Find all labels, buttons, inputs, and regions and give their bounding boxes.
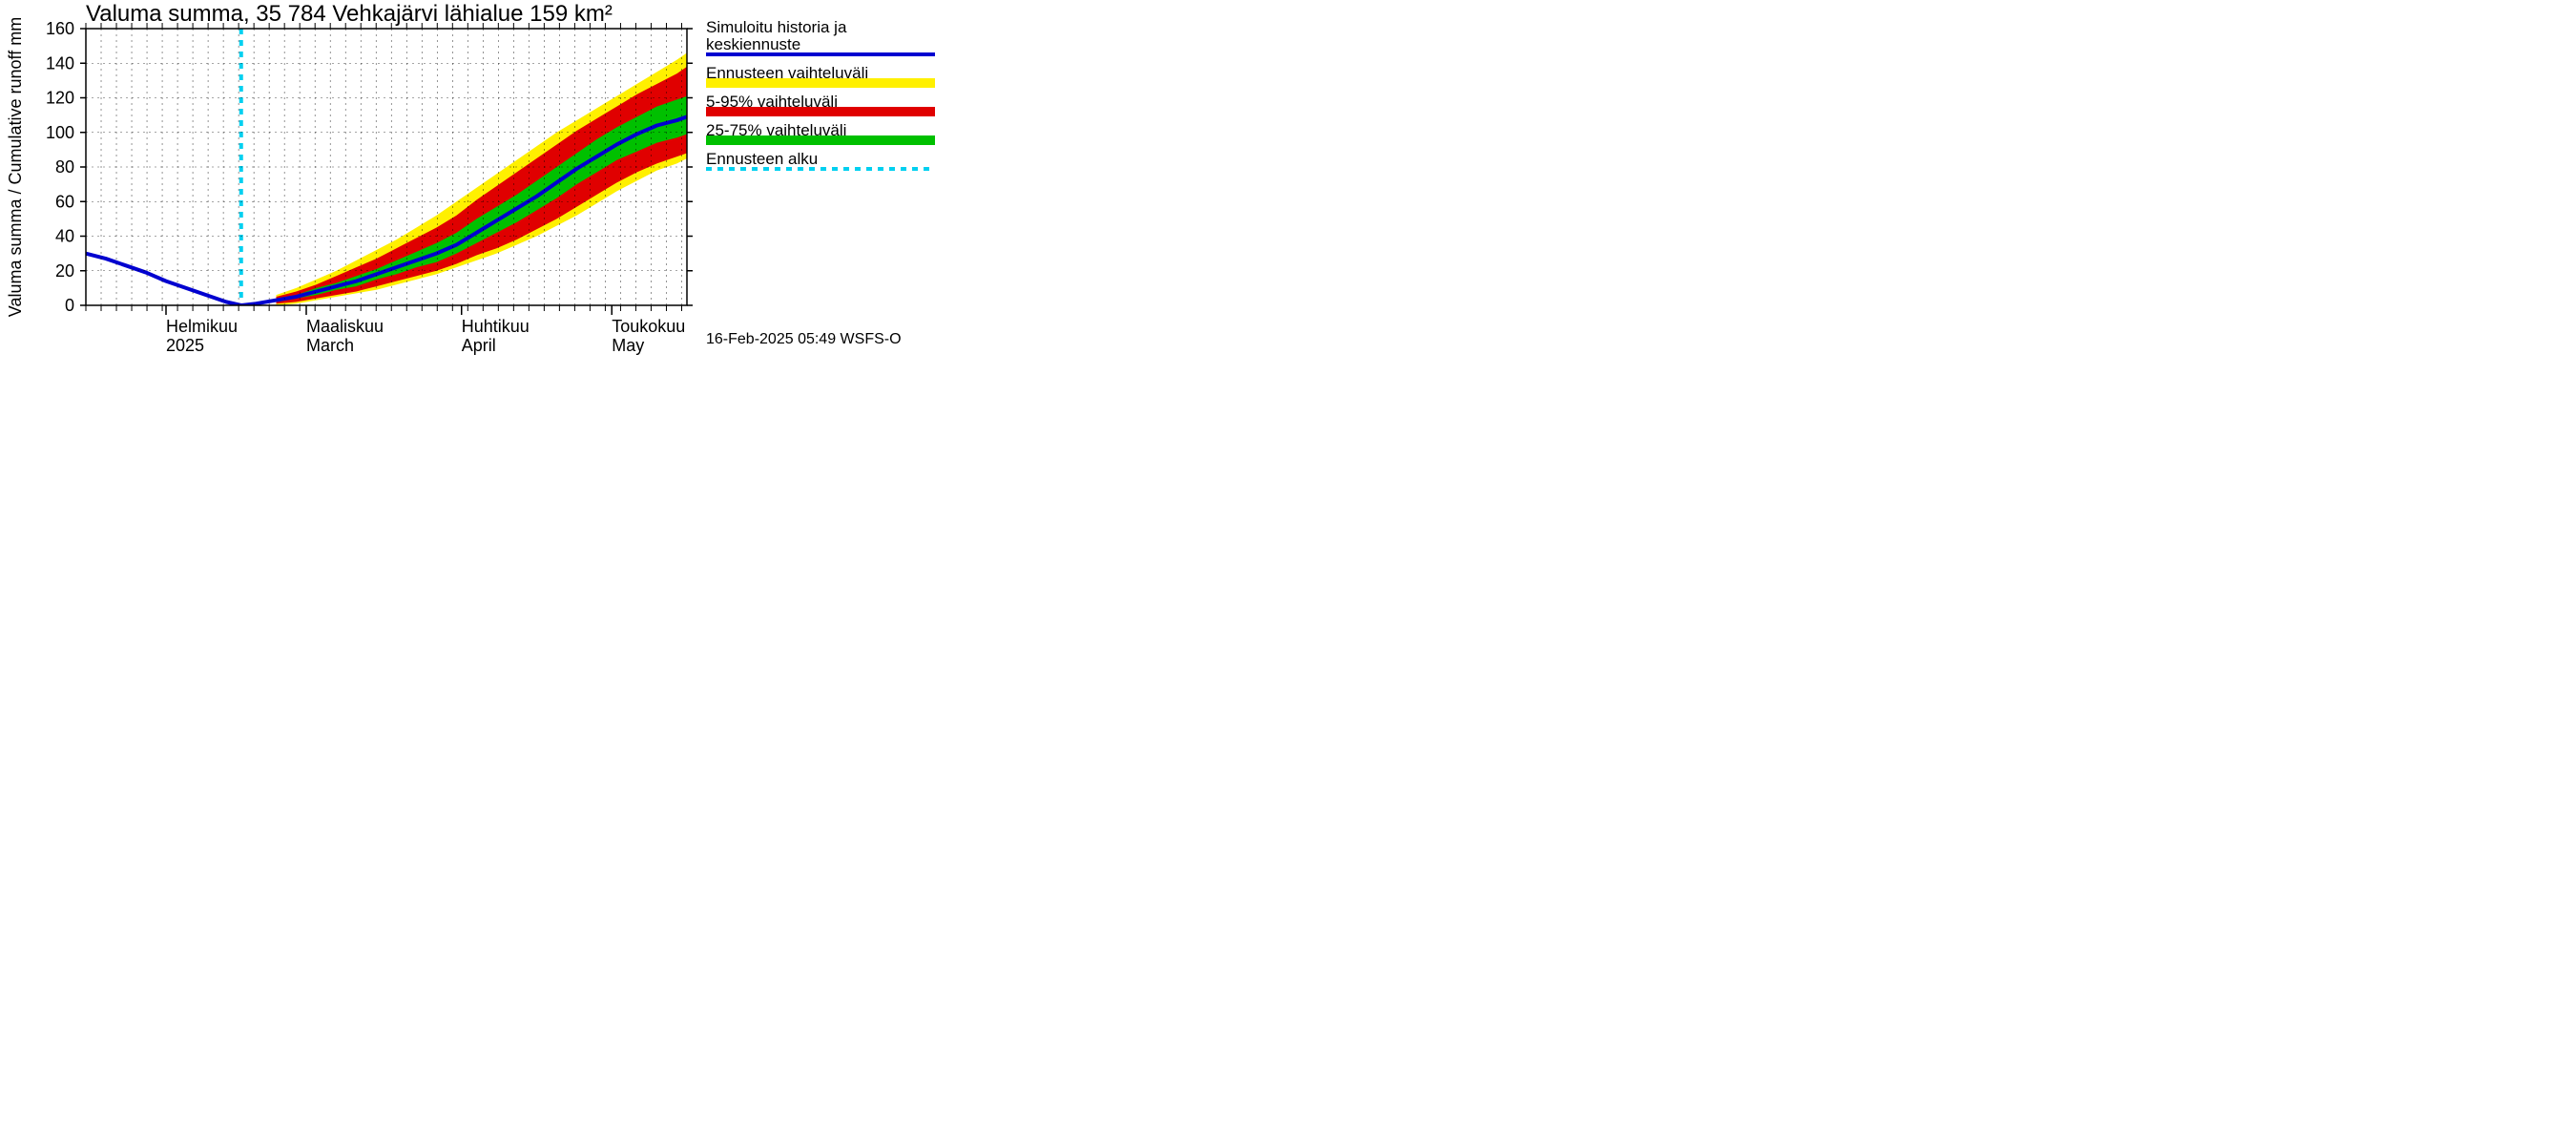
- legend-swatch: [706, 78, 935, 88]
- y-tick-label: 80: [55, 157, 74, 177]
- y-tick-label: 160: [46, 19, 74, 38]
- x-tick-label-en: May: [612, 336, 644, 355]
- y-tick-label: 0: [65, 296, 74, 315]
- legend-label: keskiennuste: [706, 35, 800, 53]
- chart-container: 0 20 40 60 80 100 120 140 160 Helmikuu2025 Maalisk…: [0, 0, 1288, 572]
- x-tick-label-fi: Maaliskuu: [306, 317, 384, 336]
- runoff-chart-svg: 0 20 40 60 80 100 120 140 160 Helmikuu2025 Maalisk…: [0, 0, 1288, 572]
- x-tick-label-fi: Huhtikuu: [462, 317, 530, 336]
- legend-swatch: [706, 107, 935, 116]
- y-axis-label: Valuma summa / Cumulative runoff mm: [6, 17, 25, 317]
- x-tick-label-fi: Toukokuu: [612, 317, 685, 336]
- timestamp-label: 16-Feb-2025 05:49 WSFS-O: [706, 331, 902, 347]
- x-tick-label-en: April: [462, 336, 496, 355]
- legend-label: Ennusteen alku: [706, 150, 818, 168]
- legend-swatch: [706, 135, 935, 145]
- y-tick-label: 120: [46, 89, 74, 108]
- x-tick-label-en: 2025: [166, 336, 204, 355]
- y-tick-label: 60: [55, 192, 74, 211]
- y-tick-label: 100: [46, 123, 74, 142]
- y-tick-label: 40: [55, 227, 74, 246]
- x-tick-label-fi: Helmikuu: [166, 317, 238, 336]
- chart-title: Valuma summa, 35 784 Vehkajärvi lähialue…: [86, 1, 613, 27]
- legend-label: Simuloitu historia ja: [706, 18, 847, 36]
- x-tick-label-en: March: [306, 336, 354, 355]
- y-tick-label: 20: [55, 261, 74, 281]
- y-tick-label: 140: [46, 53, 74, 73]
